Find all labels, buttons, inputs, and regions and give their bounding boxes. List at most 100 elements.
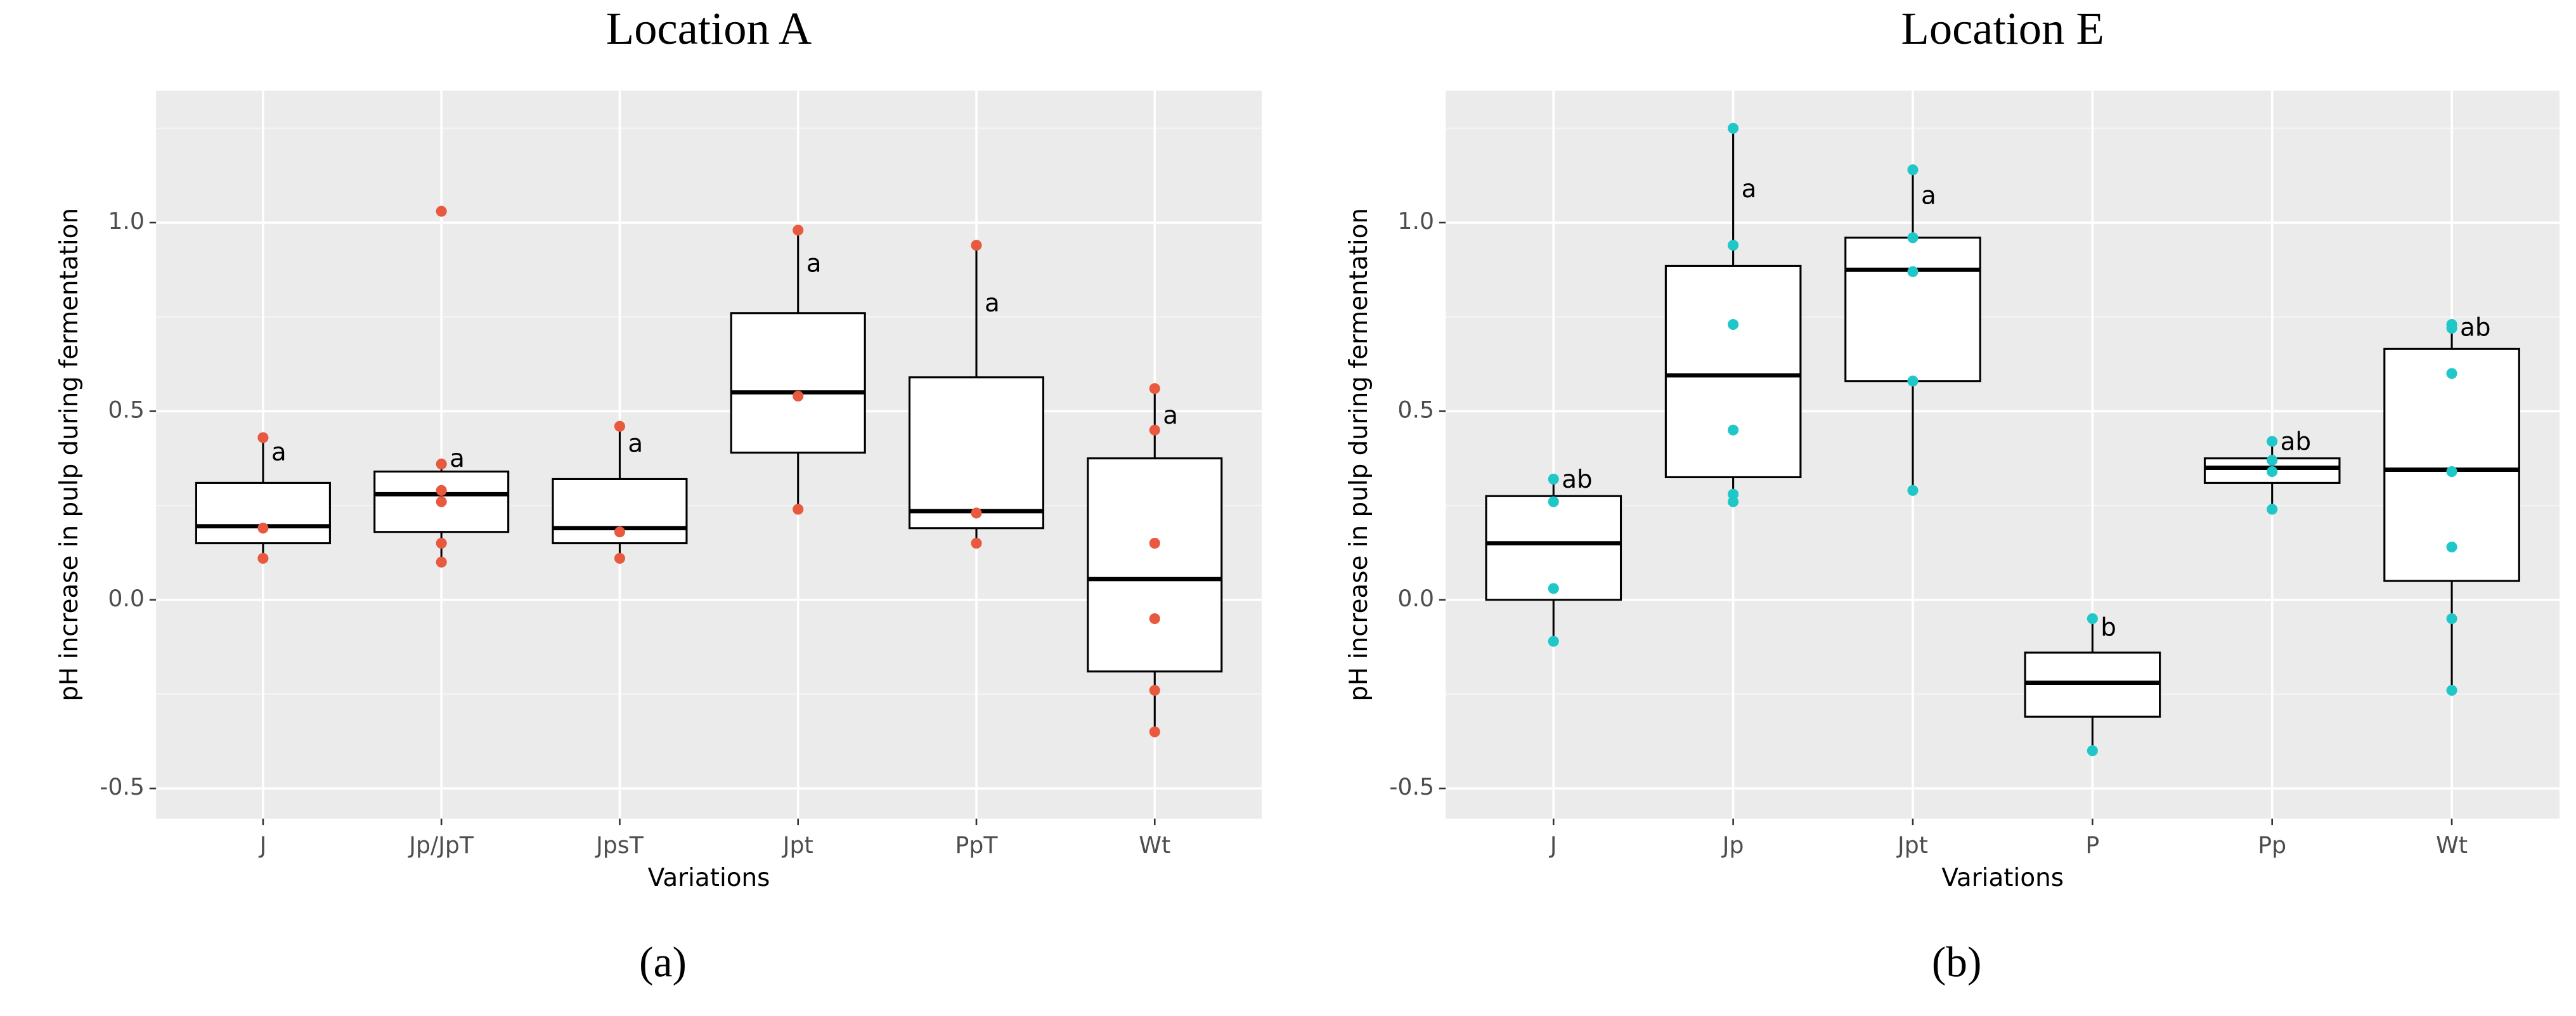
y-tick-label: -0.5	[100, 773, 145, 800]
x-tick-label: P	[2085, 831, 2099, 859]
y-tick-label: 0.0	[108, 585, 145, 612]
data-point	[2087, 613, 2098, 625]
data-point	[1149, 684, 1160, 696]
data-point	[1728, 240, 1739, 251]
x-tick-label: Jpt	[782, 831, 813, 859]
x-tick-label: Wt	[2436, 831, 2468, 859]
x-tick-label: J	[259, 831, 267, 859]
data-point	[1907, 375, 1919, 387]
group-letter: ab	[2281, 427, 2311, 456]
box	[1087, 457, 1223, 673]
group-letter: a	[271, 438, 287, 467]
x-axis-title: Variations	[1941, 864, 2064, 892]
y-axis-title: pH increase in pulp during fermentation	[55, 208, 84, 701]
data-point	[2446, 541, 2457, 553]
data-point	[793, 391, 804, 402]
data-point	[2446, 466, 2457, 478]
box	[195, 481, 331, 545]
data-point	[971, 507, 982, 519]
x-tick-label: Pp	[2258, 831, 2286, 859]
data-point	[2267, 466, 2278, 478]
data-point	[1149, 726, 1160, 738]
y-tick-label: 0.5	[108, 396, 145, 423]
group-letter: a	[1742, 175, 1757, 204]
data-point	[1907, 485, 1919, 496]
y-axis-title: pH increase in pulp during fermentation	[1345, 208, 1373, 701]
data-point	[1728, 424, 1739, 436]
group-letter: a	[985, 289, 1000, 318]
x-axis-title: Variations	[648, 864, 770, 892]
data-point	[1548, 635, 1559, 647]
x-tick-label: Jp/JpT	[408, 831, 474, 859]
data-point	[2267, 504, 2278, 515]
box	[1664, 264, 1802, 479]
box	[730, 312, 866, 454]
data-point	[1728, 496, 1739, 507]
y-tick-label: 1.0	[108, 207, 145, 235]
x-tick-label: PpT	[955, 831, 998, 859]
x-tick-label: JpsT	[595, 831, 644, 859]
panel-label: (a)	[639, 938, 687, 986]
data-point	[614, 552, 626, 564]
data-point	[1548, 496, 1559, 507]
data-point	[436, 496, 447, 507]
data-point	[614, 420, 626, 432]
group-letter: a	[628, 429, 643, 458]
box	[1485, 495, 1622, 601]
data-point	[2446, 684, 2457, 696]
data-point	[971, 538, 982, 549]
data-point	[2446, 322, 2457, 334]
data-point	[1149, 424, 1160, 436]
group-letter: a	[450, 445, 465, 473]
plot-background	[156, 90, 1262, 819]
data-point	[436, 538, 447, 549]
y-tick-label: -0.5	[1389, 773, 1434, 800]
group-letter: a	[1921, 181, 1936, 210]
data-point	[1907, 232, 1919, 244]
data-point	[1728, 122, 1739, 134]
data-point	[971, 240, 982, 251]
x-tick-label: Jp	[1721, 831, 1744, 859]
group-letter: b	[2100, 613, 2116, 642]
x-tick-label: Wt	[1139, 831, 1170, 859]
x-tick-label: J	[1549, 831, 1557, 859]
group-letter: ab	[1562, 466, 1592, 494]
data-point	[2087, 745, 2098, 757]
data-point	[257, 432, 269, 443]
data-point	[614, 526, 626, 538]
data-point	[793, 225, 804, 236]
y-tick-label: 0.5	[1397, 396, 1434, 423]
data-point	[436, 556, 447, 568]
data-point	[1149, 538, 1160, 549]
data-point	[1548, 583, 1559, 594]
data-point	[1548, 473, 1559, 485]
data-point	[436, 205, 447, 217]
data-point	[793, 504, 804, 515]
data-point	[1907, 266, 1919, 277]
data-point	[2446, 613, 2457, 625]
y-tick-label: 0.0	[1397, 585, 1434, 612]
x-tick-label: Jpt	[1896, 831, 1928, 859]
data-point	[1728, 488, 1739, 500]
box	[1844, 237, 1981, 382]
data-point	[257, 552, 269, 564]
data-point	[436, 485, 447, 496]
data-point	[2267, 455, 2278, 466]
data-point	[257, 523, 269, 534]
data-point	[1149, 613, 1160, 625]
data-point	[1149, 383, 1160, 394]
panel-label: (b)	[1932, 938, 1982, 986]
data-point	[1907, 164, 1919, 176]
plot-background	[1446, 90, 2560, 819]
data-point	[2267, 436, 2278, 447]
data-point	[1728, 319, 1739, 330]
chart-title: Location A	[606, 3, 812, 54]
data-point	[2446, 368, 2457, 379]
group-letter: a	[1163, 401, 1178, 430]
group-letter: a	[806, 249, 822, 278]
y-tick-label: 1.0	[1397, 207, 1434, 235]
group-letter: ab	[2460, 314, 2490, 342]
chart-title: Location E	[1901, 3, 2104, 54]
data-point	[436, 459, 447, 470]
